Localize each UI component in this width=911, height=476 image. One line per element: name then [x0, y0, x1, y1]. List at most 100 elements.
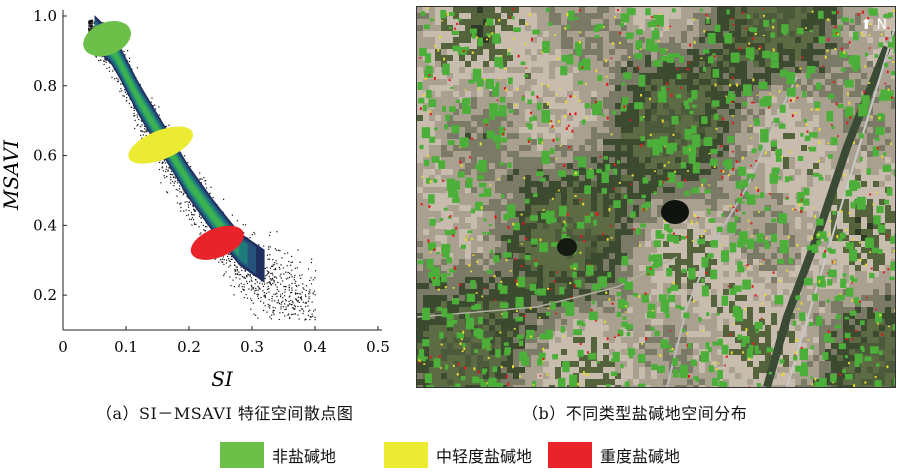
map-cell [693, 31, 699, 37]
map-cell [807, 61, 813, 67]
map-cell [483, 55, 489, 61]
map-cell [741, 25, 747, 31]
map-cell [453, 211, 459, 217]
scatter-point [266, 311, 268, 313]
scatter-point [257, 293, 259, 296]
map-cell [789, 109, 795, 115]
map-cell [459, 91, 465, 97]
scatter-point [266, 274, 268, 276]
map-cell [747, 115, 753, 121]
scatter-point [288, 286, 290, 288]
scatter-point [170, 170, 172, 173]
map-cell [525, 133, 531, 139]
scatter-point [258, 287, 260, 289]
map-cell [423, 181, 429, 187]
map-cell [807, 193, 813, 199]
map-cell [477, 145, 483, 151]
scatter-point [274, 276, 276, 278]
map-cell [891, 181, 895, 187]
map-cell [501, 91, 507, 97]
scatter-point [90, 19, 93, 21]
map-cell [771, 133, 777, 139]
map-cell [651, 175, 657, 181]
map-cell [423, 91, 429, 97]
map-cell [471, 109, 477, 115]
map-cell [723, 133, 729, 139]
scatter-point [199, 178, 202, 180]
map-cell [891, 61, 895, 67]
map-cell [477, 31, 483, 37]
scatter-point [262, 290, 264, 292]
map-cell [525, 211, 531, 217]
map-cell [459, 37, 465, 43]
map-cell [561, 121, 567, 127]
scatter-point [273, 293, 275, 295]
map-cell [717, 79, 723, 85]
scatter-point [288, 272, 291, 274]
map-cell [519, 115, 525, 121]
map-cell [657, 109, 663, 115]
scatter-point [243, 267, 245, 270]
map-cell [441, 43, 447, 49]
map-cell [471, 13, 477, 19]
scatter-point [97, 59, 100, 62]
map-cell [663, 175, 669, 181]
map-cell [507, 145, 513, 151]
map-cell [525, 163, 531, 169]
map-cell [717, 109, 723, 115]
scatter-point [287, 305, 289, 307]
scatter-point [243, 289, 245, 292]
map-cell [825, 67, 831, 73]
map-cell [501, 187, 507, 193]
map-cell [627, 121, 633, 127]
scatter-point [258, 244, 260, 246]
map-cell [675, 43, 681, 49]
map-cell [837, 73, 843, 79]
map-cell [789, 43, 795, 49]
map-cell [435, 211, 441, 217]
map-cell [639, 175, 645, 181]
scatter-point [264, 277, 266, 280]
map-cell [549, 133, 555, 139]
map-cell [789, 187, 795, 193]
map-cell [765, 199, 771, 205]
map-cell [663, 7, 669, 13]
map-cell [543, 145, 549, 151]
map-cell [561, 151, 567, 157]
map-cell [597, 85, 603, 91]
scatter-point [170, 182, 172, 184]
map-cell [729, 127, 735, 133]
map-cell [447, 163, 453, 169]
map-cell [507, 127, 513, 133]
map-cell [645, 145, 651, 151]
map-cell [441, 169, 447, 175]
map-cell [495, 25, 501, 31]
scatter-point [88, 28, 90, 30]
scatter-point [308, 296, 310, 298]
map-cell [807, 91, 813, 97]
map-cell [549, 127, 555, 133]
map-cell [645, 109, 651, 115]
map-cell [735, 19, 741, 25]
scatter-point [250, 298, 252, 300]
scatter-point [255, 287, 257, 290]
map-cell [525, 169, 531, 175]
map-cell [453, 217, 459, 223]
scatter-point [254, 233, 256, 235]
map-cell [549, 91, 555, 97]
map-cell [657, 163, 663, 169]
map-cell [501, 175, 507, 181]
map-cell [681, 91, 687, 97]
map-cell [861, 145, 867, 151]
scatter-point [314, 316, 316, 318]
map-cell [891, 121, 895, 127]
map-cell [501, 133, 507, 139]
map-cell [741, 67, 747, 73]
scatter-point [260, 300, 262, 302]
map-cell [417, 7, 423, 13]
map-cell [627, 25, 633, 31]
map-cell [759, 61, 765, 67]
map-cell [699, 37, 705, 43]
scatter-point [266, 288, 269, 290]
scatter-point [313, 310, 315, 312]
